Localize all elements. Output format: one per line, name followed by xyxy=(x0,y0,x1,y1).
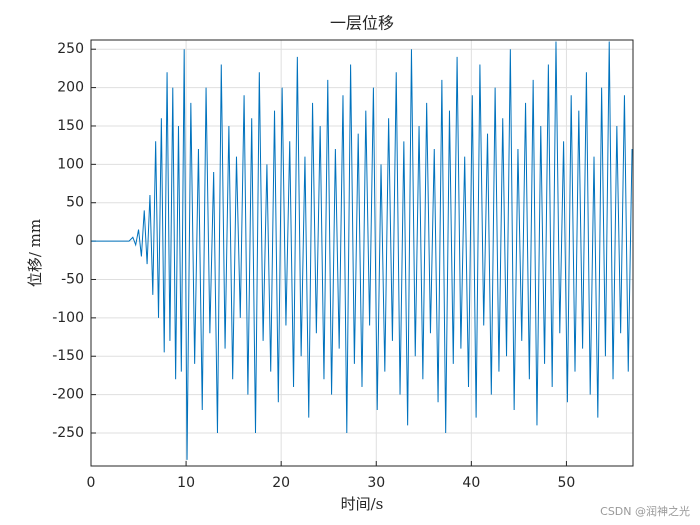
x-tick-label: 50 xyxy=(558,475,576,491)
y-tick-label: -150 xyxy=(52,348,84,364)
plot-layer: -250 -200 -150 -100 -50 0 50 100 150 200 250 0 10 20 3… xyxy=(52,39,634,491)
x-tick-label: 40 xyxy=(462,475,480,491)
x-tick-label: 20 xyxy=(272,475,290,491)
y-tick-label: 250 xyxy=(57,41,84,57)
x-tick-label: 30 xyxy=(367,475,385,491)
x-tick-label: 0 xyxy=(87,475,96,491)
plot-frame xyxy=(90,39,634,467)
y-tick-label: -200 xyxy=(52,387,84,403)
x-axis-label: 时间/s xyxy=(341,495,384,513)
x-tick-label: 10 xyxy=(177,475,195,491)
y-tick-label: -250 xyxy=(52,425,84,441)
y-tick-label: 200 xyxy=(57,80,84,96)
chart-title: 一层位移 xyxy=(330,14,394,33)
y-tick-label: -100 xyxy=(52,310,84,326)
y-tick-label: 0 xyxy=(75,233,84,249)
y-tick-label: -50 xyxy=(61,271,84,287)
y-tick-label: 100 xyxy=(57,156,84,172)
watermark: CSDN @润神之光 xyxy=(600,504,690,518)
data-line xyxy=(91,41,633,460)
y-tick-label: 150 xyxy=(57,118,84,134)
y-axis-label: 位移/ mm xyxy=(26,219,44,287)
y-tick-label: 50 xyxy=(66,195,84,211)
